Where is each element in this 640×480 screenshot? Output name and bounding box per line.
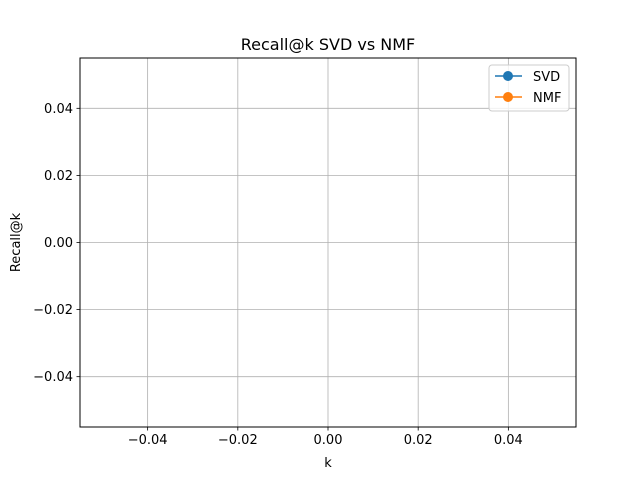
grid: [80, 58, 576, 427]
legend-item-svd: SVD: [495, 70, 560, 85]
x-tick-label: −0.04: [128, 433, 168, 448]
legend-marker-nmf: [503, 92, 513, 102]
y-tick-label: −0.02: [33, 303, 73, 318]
x-axis-ticks: −0.04 −0.02 0.00 0.02 0.04: [128, 427, 523, 448]
y-tick-label: 0.04: [44, 102, 73, 117]
y-tick-label: −0.04: [33, 370, 73, 385]
legend-item-nmf: NMF: [495, 91, 561, 106]
x-tick-label: 0.04: [494, 433, 523, 448]
y-axis-label: Recall@k: [9, 212, 24, 272]
legend-label-nmf: NMF: [533, 91, 561, 106]
x-tick-label: 0.02: [404, 433, 433, 448]
x-axis-label: k: [324, 456, 332, 471]
y-axis-ticks: −0.04 −0.02 0.00 0.02 0.04: [33, 102, 80, 385]
x-tick-label: −0.02: [218, 433, 258, 448]
chart-title: Recall@k SVD vs NMF: [241, 35, 415, 54]
y-tick-label: 0.00: [44, 236, 73, 251]
x-tick-label: 0.00: [314, 433, 343, 448]
legend-marker-svd: [503, 71, 513, 81]
y-tick-label: 0.02: [44, 169, 73, 184]
legend: SVD NMF: [488, 64, 570, 112]
legend-label-svd: SVD: [533, 70, 560, 85]
